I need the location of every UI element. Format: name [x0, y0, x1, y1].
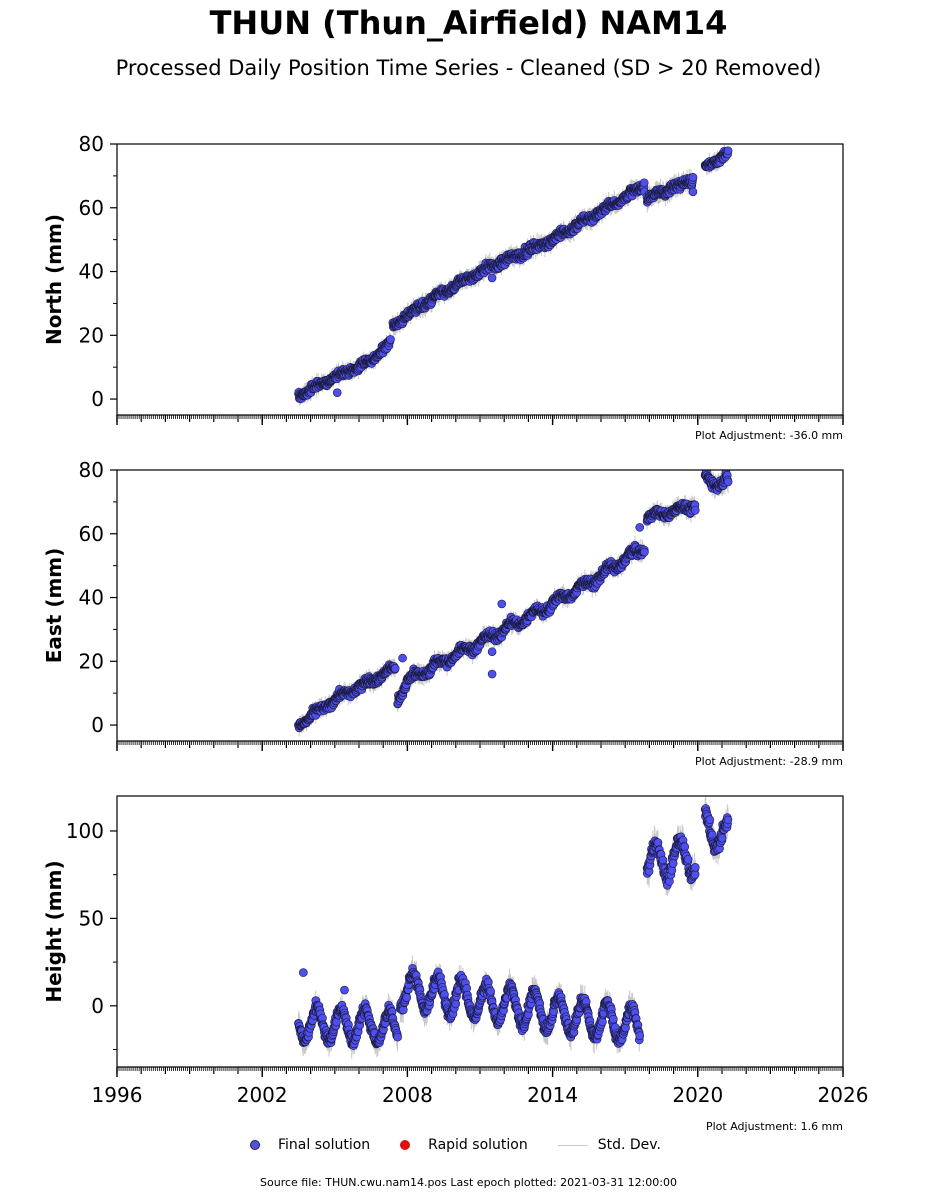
y-tick-label: 40 — [79, 260, 104, 284]
chart-subtitle: Processed Daily Position Time Series - C… — [115, 56, 822, 80]
data-point — [386, 335, 395, 344]
final-solution-points — [294, 146, 733, 404]
outlier-point — [487, 273, 497, 283]
std-dev-bars — [297, 470, 729, 737]
panel-north: 0 20 40 60 80 North (mm) Plot Adjustment: -36.… — [42, 132, 844, 442]
data-layer — [294, 470, 733, 737]
data-point — [688, 173, 698, 182]
data-point — [639, 178, 649, 188]
y-axis-label: North (mm) — [42, 214, 66, 345]
data-point — [723, 146, 733, 156]
plot-adjustment-label: Plot Adjustment: -36.0 mm — [695, 429, 843, 442]
y-tick-label: 20 — [79, 323, 104, 347]
y-tick-label: 80 — [79, 132, 104, 156]
outlier-point — [332, 388, 342, 397]
outlier-point — [688, 187, 698, 197]
data-point — [390, 664, 400, 673]
data-point — [640, 547, 649, 557]
data-layer — [294, 144, 733, 407]
chart-title: THUN (Thun_Airfield) NAM14 — [209, 4, 728, 42]
y-tick-label: 0 — [91, 387, 104, 411]
final-solution-points — [294, 470, 733, 733]
y-tick-label: 60 — [79, 196, 104, 220]
